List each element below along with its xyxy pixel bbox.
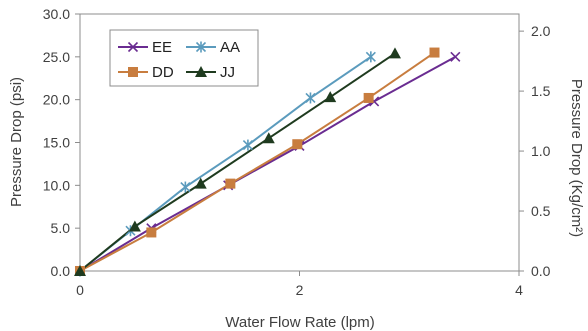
legend-box [109, 29, 259, 87]
legend-marker [127, 41, 139, 53]
data-point-dd [429, 47, 440, 58]
legend-label: AA [220, 39, 240, 56]
y2-tick-label: 0.5 [531, 203, 551, 219]
data-point-dd [146, 227, 157, 238]
legend-item-dd: DD [118, 64, 174, 81]
y2-tick-label: 0.0 [531, 263, 551, 279]
series-line-jj [79, 52, 396, 272]
data-point-aa [305, 92, 316, 104]
legend: EE AA DD JJ [109, 29, 259, 87]
y-tick-label: 10.0 [43, 177, 70, 193]
series-line-ee [79, 55, 456, 272]
y2-tick-label: 1.5 [531, 83, 551, 99]
y-tick-label: 30.0 [43, 6, 70, 22]
legend-item-ee: EE [118, 39, 172, 56]
legend-marker [128, 67, 138, 77]
data-point-jj [128, 220, 141, 232]
y-tick-label: 20.0 [43, 92, 70, 108]
legend-label: DD [152, 64, 174, 81]
x-axis-label: Water Flow Rate (lpm) [225, 314, 374, 331]
data-point-ee [450, 51, 461, 62]
legend-marker [195, 66, 207, 77]
legend-label: EE [152, 39, 172, 56]
y-axis-label: Pressure Drop (psi) [8, 77, 25, 207]
y-tick-label: 15.0 [43, 135, 70, 151]
data-point-jj [388, 47, 401, 59]
series-layer [74, 47, 461, 277]
series-line-dd [79, 51, 436, 272]
data-point-jj [194, 177, 207, 189]
data-point-dd [225, 178, 236, 189]
y-tick-label: 0.0 [51, 263, 71, 279]
x-tick-label: 2 [296, 282, 304, 298]
y-tick-label: 25.0 [43, 49, 70, 65]
data-point-jj [324, 91, 337, 103]
data-point-jj [262, 132, 275, 144]
data-point-aa [365, 51, 376, 63]
data-point-jj [74, 265, 86, 276]
data-point-dd [292, 139, 303, 150]
y-tick-label: 5.0 [51, 220, 71, 236]
data-point-dd [363, 92, 374, 103]
legend-label: JJ [220, 64, 235, 81]
data-point-aa [242, 139, 253, 151]
y2-tick-label: 2.0 [531, 23, 551, 39]
y-axis-ticks: 0.0 5.0 10.0 15.0 20.0 25.0 30.0 [43, 6, 80, 279]
x-tick-label: 4 [515, 282, 523, 298]
legend-item-aa: AA [186, 39, 240, 56]
data-point-aa [180, 181, 191, 193]
y2-axis-label: Pressure Drop (Kg/cm²) [568, 79, 585, 237]
x-tick-label: 0 [76, 282, 84, 298]
y2-tick-label: 1.0 [531, 143, 551, 159]
y2-axis-ticks: 0.0 0.5 1.0 1.5 2.0 [519, 23, 551, 279]
legend-marker [195, 41, 207, 53]
legend-item-jj: JJ [186, 64, 235, 81]
